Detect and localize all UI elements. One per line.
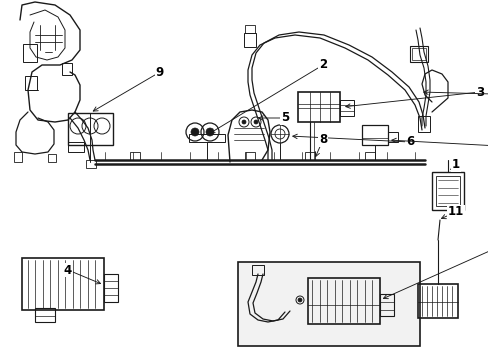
Bar [68,142,84,152]
Bar [35,308,55,322]
Text: 4: 4 [64,264,72,276]
Bar [189,134,224,142]
Bar [339,100,353,116]
Bar [238,262,419,346]
Text: 6: 6 [405,135,413,148]
Bar [104,274,118,302]
Bar [435,176,459,206]
Bar [361,125,387,145]
Text: 9: 9 [156,66,164,78]
Bar [130,152,140,160]
Bar [417,116,429,132]
Bar [307,278,379,324]
Bar [387,132,397,142]
Bar [431,172,463,210]
Circle shape [242,120,245,124]
Bar [48,154,56,162]
Bar [86,160,96,168]
Text: 2: 2 [318,58,326,72]
Bar [411,48,425,60]
Circle shape [205,128,214,136]
Bar [409,46,427,62]
Text: 5: 5 [280,112,288,125]
Text: 3: 3 [475,85,483,99]
Bar [297,92,339,122]
Circle shape [253,120,258,124]
Bar [379,294,393,316]
Circle shape [297,298,302,302]
Bar [14,152,22,162]
Bar [244,33,256,47]
Text: 11: 11 [447,206,463,219]
Bar [22,258,104,310]
Bar [25,76,37,90]
Bar [68,113,113,145]
Bar [23,44,37,62]
Bar [244,152,254,160]
Bar [244,25,254,33]
Bar [417,284,457,318]
Text: 1: 1 [451,158,459,171]
Text: 8: 8 [318,134,326,147]
Bar [251,265,264,275]
Bar [364,152,374,160]
Bar [305,152,314,160]
Bar [62,63,72,75]
Circle shape [191,128,199,136]
